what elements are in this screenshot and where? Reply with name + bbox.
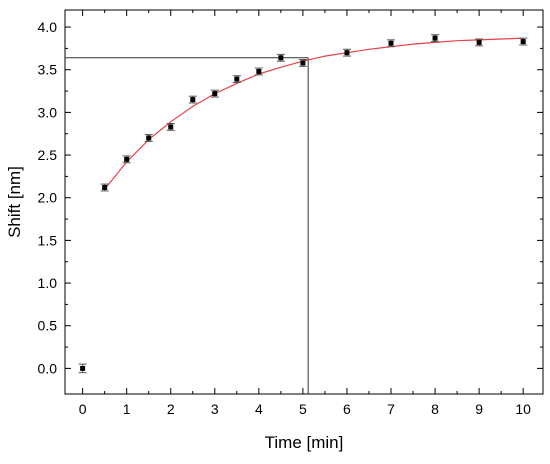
data-points-group (78, 34, 528, 374)
x-axis-title: Time [min] (265, 433, 344, 452)
y-tick-label: 2.5 (38, 147, 58, 163)
x-tick-label: 6 (343, 401, 351, 417)
x-tick-label: 7 (387, 401, 395, 417)
data-point (476, 39, 482, 45)
x-tick-label: 0 (79, 401, 87, 417)
fit-curve (104, 37, 524, 190)
x-tick-label: 1 (123, 401, 131, 417)
data-point (212, 91, 218, 97)
y-tick-label: 1.5 (38, 232, 58, 248)
y-tick-label: 4.0 (38, 19, 58, 35)
data-point (124, 156, 130, 162)
data-point (432, 35, 438, 41)
minor-ticks (65, 10, 543, 394)
reference-lines (65, 57, 309, 394)
y-tick-label: 3.0 (38, 104, 58, 120)
x-tick-labels: 0 1 2 3 4 5 6 7 8 9 10 (79, 401, 531, 417)
data-point (344, 50, 350, 56)
x-tick-label: 4 (255, 401, 263, 417)
data-point (256, 68, 262, 74)
data-point (234, 76, 240, 82)
data-point (190, 97, 196, 103)
x-tick-label: 2 (167, 401, 175, 417)
y-tick-label: 1.0 (38, 275, 58, 291)
data-point (102, 184, 108, 190)
data-point (168, 124, 174, 130)
y-tick-label: 0.0 (38, 360, 58, 376)
y-tick-label: 2.0 (38, 190, 58, 206)
y-tick-label: 3.5 (38, 62, 58, 78)
major-ticks (65, 10, 543, 394)
x-tick-label: 9 (475, 401, 483, 417)
x-tick-label: 10 (515, 401, 531, 417)
data-point (80, 365, 86, 371)
plot-frame (64, 9, 544, 395)
data-point (278, 55, 284, 61)
y-tick-labels: 0.0 0.5 1.0 1.5 2.0 2.5 3.0 3.5 4.0 (38, 19, 58, 376)
x-tick-label: 3 (211, 401, 219, 417)
data-point (146, 135, 152, 141)
data-point (520, 39, 526, 45)
y-tick-label: 0.5 (38, 318, 58, 334)
x-tick-label: 5 (299, 401, 307, 417)
fit-curve-group (104, 37, 524, 190)
x-tick-label: 8 (431, 401, 439, 417)
data-point (300, 60, 306, 66)
data-point (388, 40, 394, 46)
y-axis-title: Shift [nm] (5, 166, 24, 238)
